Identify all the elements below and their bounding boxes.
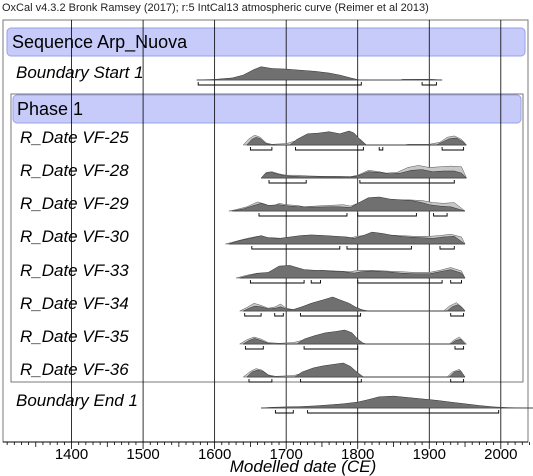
row-9: R_Date VF-36 <box>20 360 466 383</box>
date-rows: Boundary Start 1 R_Date VF-25 R_Date VF-28… <box>16 63 533 414</box>
range-bracket <box>450 379 465 383</box>
posterior-distribution <box>232 196 466 212</box>
row-label: R_Date VF-30 <box>20 227 129 246</box>
row-4: R_Date VF-29 <box>20 194 466 217</box>
tick-label-1500: 1500 <box>126 446 159 463</box>
gridlines <box>71 20 502 442</box>
row-7: R_Date VF-34 <box>20 294 466 317</box>
range-bracket <box>251 246 341 250</box>
posterior-distribution <box>261 395 533 409</box>
posterior-distribution <box>246 130 468 146</box>
row-10: Boundary End 1 <box>16 391 533 414</box>
row-label: R_Date VF-29 <box>20 194 129 213</box>
phase-band <box>12 94 522 124</box>
x-axis-label: Modelled date (CE) <box>230 457 376 476</box>
chart-header: OxCal v4.3.2 Bronk Ramsey (2017); r:5 In… <box>2 2 429 14</box>
range-bracket <box>357 280 443 284</box>
tick-label-1800: 1800 <box>341 446 374 463</box>
sequence-band <box>6 27 526 57</box>
row-8: R_Date VF-35 <box>20 327 468 350</box>
range-bracket <box>310 280 321 284</box>
row-2: R_Date VF-25 <box>20 128 468 151</box>
tick-label-1900: 1900 <box>413 446 446 463</box>
range-bracket <box>454 346 465 350</box>
posterior-distribution <box>242 329 466 345</box>
row-6: R_Date VF-33 <box>20 261 466 284</box>
range-bracket <box>357 213 417 217</box>
range-bracket <box>433 213 448 217</box>
row-5: R_Date VF-30 <box>20 227 466 250</box>
row-1: Boundary Start 1 <box>16 63 443 86</box>
range-bracket <box>300 313 362 317</box>
row-label: R_Date VF-36 <box>20 360 129 379</box>
row-label: Boundary End 1 <box>16 391 138 410</box>
range-bracket <box>274 410 294 414</box>
tick-label-1600: 1600 <box>198 446 231 463</box>
tick-label-1400: 1400 <box>55 446 88 463</box>
row-label: R_Date VF-28 <box>20 161 129 180</box>
posterior-distribution <box>228 231 466 245</box>
range-bracket <box>249 280 305 284</box>
range-bracket <box>439 246 455 250</box>
tick-label-2000: 2000 <box>484 446 517 463</box>
row-label: R_Date VF-25 <box>20 128 129 147</box>
posterior-distribution <box>196 66 443 81</box>
range-bracket <box>244 346 264 350</box>
range-bracket <box>359 180 455 184</box>
range-bracket <box>450 313 465 317</box>
row-label: Boundary Start 1 <box>16 63 144 82</box>
range-bracket <box>197 82 362 86</box>
tick-label-1700: 1700 <box>269 446 302 463</box>
row-3: R_Date VF-28 <box>20 161 468 184</box>
row-label: R_Date VF-34 <box>20 294 129 313</box>
range-bracket <box>300 379 362 383</box>
row-label: R_Date VF-33 <box>20 261 129 280</box>
posterior-distribution <box>246 362 466 378</box>
sequence-label: Sequence Arp_Nuova <box>12 32 188 53</box>
range-bracket <box>268 180 307 184</box>
range-bracket <box>378 147 384 151</box>
phase-label: Phase 1 <box>17 99 83 119</box>
posterior-distribution <box>239 265 466 279</box>
range-bracket <box>307 410 500 414</box>
range-bracket <box>346 246 412 250</box>
posterior-distribution <box>260 169 468 179</box>
range-bracket <box>249 147 273 151</box>
range-bracket <box>421 82 437 86</box>
range-bracket <box>441 147 465 151</box>
range-bracket <box>450 280 462 284</box>
x-axis: 1400 1500 1600 1700 1800 1900 2000 <box>3 441 530 463</box>
posterior-distribution <box>243 296 466 312</box>
row-label: R_Date VF-35 <box>20 327 129 346</box>
range-bracket <box>295 147 364 151</box>
range-bracket <box>248 379 273 383</box>
range-bracket <box>303 346 359 350</box>
range-bracket <box>258 213 348 217</box>
range-bracket <box>274 313 284 317</box>
range-bracket <box>244 313 262 317</box>
